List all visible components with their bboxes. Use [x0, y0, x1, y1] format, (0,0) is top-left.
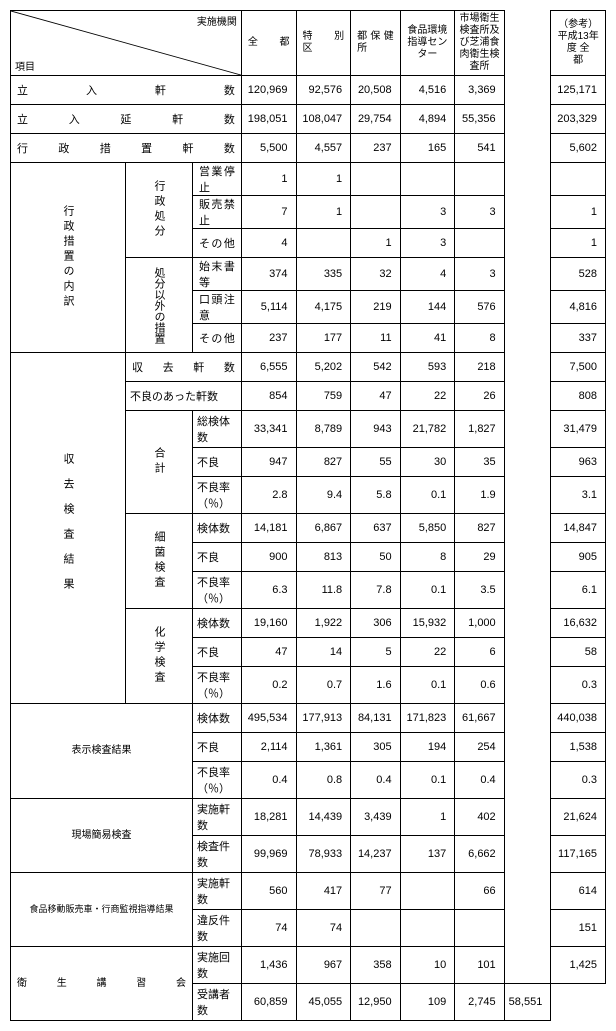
row-label: 販売禁止: [193, 196, 242, 229]
row-label: 検査件数: [193, 836, 242, 873]
row-label: 検体数: [193, 704, 242, 733]
row-label: 違反件数: [193, 910, 242, 947]
row-label: 立入軒数: [11, 76, 242, 105]
group-label: 衛生講習会: [11, 947, 193, 1021]
group-label: 表示検査結果: [11, 704, 193, 799]
row-label: 営業停止: [193, 163, 242, 196]
row-label: その他: [193, 324, 242, 353]
col-header: 都保健所: [351, 11, 400, 76]
row-label: 不良: [193, 448, 242, 477]
row-label: 収去軒数: [126, 353, 242, 382]
row-label: 立入延軒数: [11, 105, 242, 134]
group-label: 行政処分: [126, 163, 193, 258]
diag-bottom: 項目: [15, 58, 35, 73]
diag-top: 実施機関: [197, 13, 237, 28]
group-label: 行政措置の内訳: [11, 163, 126, 353]
row-label: 受講者数: [193, 984, 242, 1021]
group-label: 収去検査結果: [11, 353, 126, 704]
row-label: 総検体数: [193, 411, 242, 448]
row-label: 口頭注意: [193, 291, 242, 324]
row-label: 実施回数: [193, 947, 242, 984]
col-header: 食品環境指導センター: [400, 11, 455, 76]
group-label: 合計: [126, 411, 193, 514]
diag-header: 実施機関 項目: [11, 11, 242, 76]
group-label: 現場簡易検査: [11, 799, 193, 873]
row-label: 実施軒数: [193, 873, 242, 910]
group-label: 処分以外の措置: [126, 258, 193, 353]
row-label: 実施軒数: [193, 799, 242, 836]
col-header: （参考）平成13年度 全 都: [551, 11, 606, 76]
data-table: 実施機関 項目 全 都 特 別 区 都保健所 食品環境指導センター 市場衛生検査…: [10, 10, 606, 1021]
group-label: 化学検査: [126, 609, 193, 704]
group-label: 食品移動販売車・行商監視指導結果: [11, 873, 193, 947]
row-label: 不良: [193, 543, 242, 572]
row-label: 行政措置軒数: [11, 134, 242, 163]
col-header: 市場衛生検査所及び芝浦食肉衛生検査所: [455, 11, 504, 76]
row-label: 不良: [193, 733, 242, 762]
row-label: 不良率（％）: [193, 762, 242, 799]
row-label: 始末書等: [193, 258, 242, 291]
row-label: 不良率（％）: [193, 667, 242, 704]
col-header: 特 別 区: [296, 11, 351, 76]
row-label: 不良: [193, 638, 242, 667]
row-label: 不良率（％）: [193, 477, 242, 514]
row-label: 不良のあった軒数: [126, 382, 242, 411]
row-label: 検体数: [193, 609, 242, 638]
col-header: 全 都: [241, 11, 296, 76]
row-label: その他: [193, 229, 242, 258]
row-label: 不良率（％）: [193, 572, 242, 609]
group-label: 細菌検査: [126, 514, 193, 609]
row-label: 検体数: [193, 514, 242, 543]
